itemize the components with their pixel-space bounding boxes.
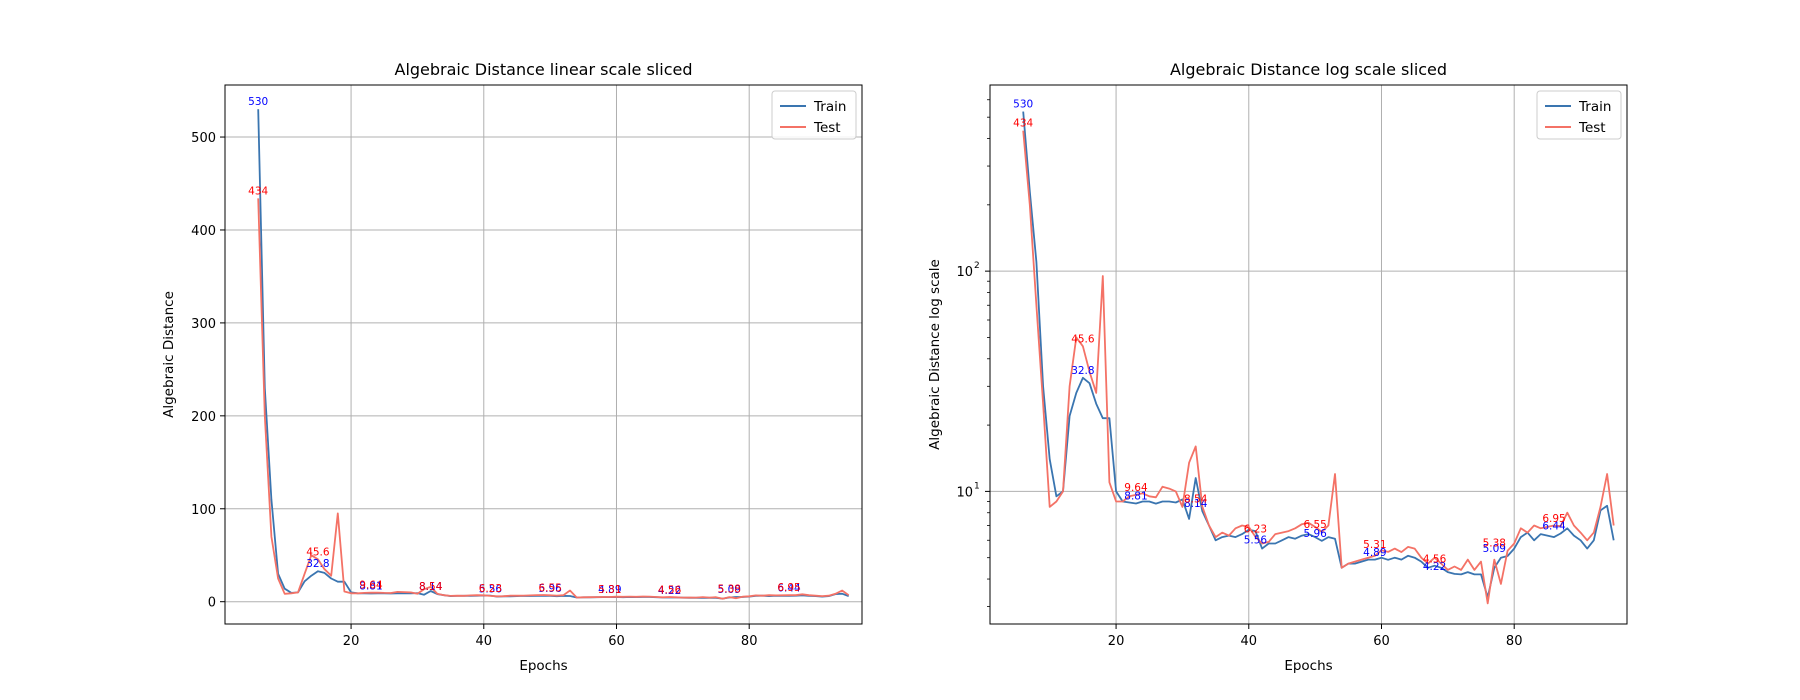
train-data-label: 5.96 [1303,528,1327,540]
x-tick-label: 20 [343,634,360,649]
train-data-label: 530 [248,96,268,108]
test-data-label: 9.64 [1124,482,1148,494]
x-axis-label: Epochs [1284,658,1332,674]
x-axis-label: Epochs [519,658,567,674]
legend: Train Test [771,90,857,140]
test-data-label: 5.38 [1483,538,1506,550]
series-line-train [257,109,850,600]
legend-label-test: Test [813,120,841,136]
plot-frame [989,84,1628,625]
train-data-label: 8.81 [359,581,382,593]
x-tick-label: 80 [1506,634,1523,649]
test-data-label: 45.6 [306,546,330,558]
series-line-test [257,198,850,600]
test-data-label: 8.54 [1184,493,1208,505]
plot-frame [224,84,863,625]
train-data-label: 8.14 [419,581,443,593]
x-tick-label: 80 [741,634,758,649]
train-data-label: 4.89 [598,584,621,596]
test-data-label: 434 [1013,118,1033,130]
y-tick-label: 500 [191,131,216,146]
y-tick-label: 100 [191,503,216,518]
train-data-label: 6.44 [777,583,801,595]
test-data-label: 8.54 [419,581,443,593]
test-data-label: 4.56 [1423,554,1447,566]
legend: Train Test [1536,90,1622,140]
y-tick-label: 10 [956,485,973,500]
x-tick-label: 60 [1373,634,1390,649]
test-data-label: 6.23 [1244,524,1267,536]
x-tick-label: 40 [1241,634,1258,649]
train-data-label: 32.8 [306,558,329,570]
test-data-label: 6.95 [777,582,800,594]
test-data-label: 434 [248,185,268,197]
y-axis-label: Algebraic Distance [161,291,177,418]
test-data-label: 5.31 [1363,539,1386,551]
series-line-train [1022,111,1615,599]
x-tick-label: 40 [476,634,493,649]
y-tick-exponent: 1 [974,481,980,491]
train-data-label: 6.44 [1542,520,1566,532]
train-data-label: 4.89 [1363,547,1386,559]
chart-title: Algebraic Distance log scale sliced [1170,60,1447,79]
legend-label-train: Train [813,99,846,115]
chart-title: Algebraic Distance linear scale sliced [395,60,693,79]
test-data-label: 4.56 [658,584,682,596]
train-data-label: 4.22 [658,585,681,597]
test-data-label: 45.6 [1071,333,1095,345]
train-data-label: 5.09 [1483,543,1506,555]
linear-scale-chart: 20 40 60 80 0 100 200 300 400 500 530 32.8 8.81 8.14 5… [161,60,863,674]
y-tick-exponent: 2 [974,261,980,271]
y-tick-label: 300 [191,317,216,332]
test-data-label: 5.38 [718,584,741,596]
train-data-label: 530 [1013,99,1033,111]
train-data-label: 8.14 [1184,498,1208,510]
series-line-test [1022,130,1615,605]
test-data-label: 5.31 [598,584,621,596]
x-tick-label: 20 [1108,634,1125,649]
y-tick-label: 400 [191,224,216,239]
x-tick-label: 60 [608,634,625,649]
train-data-label: 5.96 [538,583,562,595]
legend-label-train: Train [1578,99,1611,115]
train-data-label: 5.09 [718,584,741,596]
test-data-label: 9.64 [359,580,383,592]
train-data-label: 5.56 [479,584,503,596]
train-data-label: 32.8 [1071,365,1094,377]
test-data-label: 6.23 [479,583,502,595]
y-axis-label: Algebraic Distance log scale [927,259,943,450]
test-data-label: 6.55 [538,583,561,595]
test-data-label: 6.95 [1542,513,1565,525]
y-tick-label: 200 [191,410,216,425]
test-data-label: 6.55 [1303,519,1326,531]
train-data-label: 8.81 [1124,491,1147,503]
train-data-label: 4.22 [1423,561,1446,573]
y-tick-label: 10 [956,265,973,280]
legend-label-test: Test [1578,120,1606,136]
train-data-label: 5.56 [1244,535,1268,547]
y-tick-label: 0 [208,596,216,611]
